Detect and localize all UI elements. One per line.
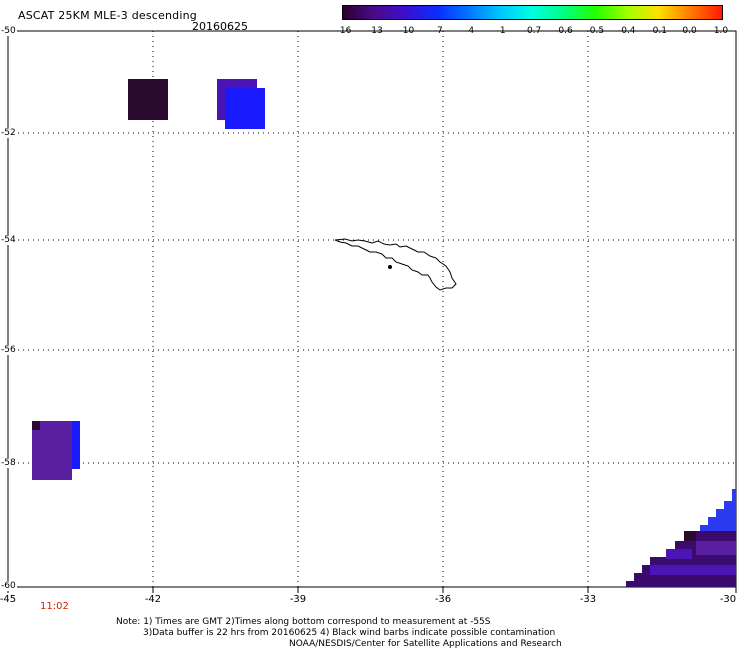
swath-patch-dark [128,79,168,120]
lon-label-33: -33 [579,594,597,605]
note-line-3: NOAA/NESDIS/Center for Satellite Applica… [289,639,562,649]
note-line-1: Note: 1) Times are GMT 2)Times along bot… [116,617,491,627]
swath-patch-blue [225,88,265,129]
lon-label-39: -39 [289,594,307,605]
product-date: 20160625 [192,20,248,33]
plot-frame [7,30,737,588]
lat-label-50: -50 [1,26,17,36]
lon-label-45: -45 [0,594,17,605]
island-south-georgia-outline [334,238,457,291]
axis-ticks [7,587,737,593]
lat-label-60: -60 [1,581,17,591]
pass-time-label: 11:02 [40,601,69,612]
lat-label-56: -56 [1,345,17,355]
lat-label-54: -54 [1,235,17,245]
lat-label-52: -52 [1,128,17,138]
swath-patch-violet-left [32,421,72,480]
swath-corner-lower-right [626,489,736,587]
colorbar [342,5,723,20]
lon-label-30: -30 [719,594,737,605]
lon-label-42: -42 [144,594,162,605]
island-small-dot [388,265,392,269]
note-line-2: 3)Data buffer is 22 hrs from 20160625 4)… [143,628,556,638]
product-title: ASCAT 25KM MLE-3 descending [18,9,197,22]
lon-label-36: -36 [434,594,452,605]
lat-label-58: -58 [1,458,17,468]
grid-lines [8,31,736,587]
swath-patch-dark-corner [32,421,40,430]
